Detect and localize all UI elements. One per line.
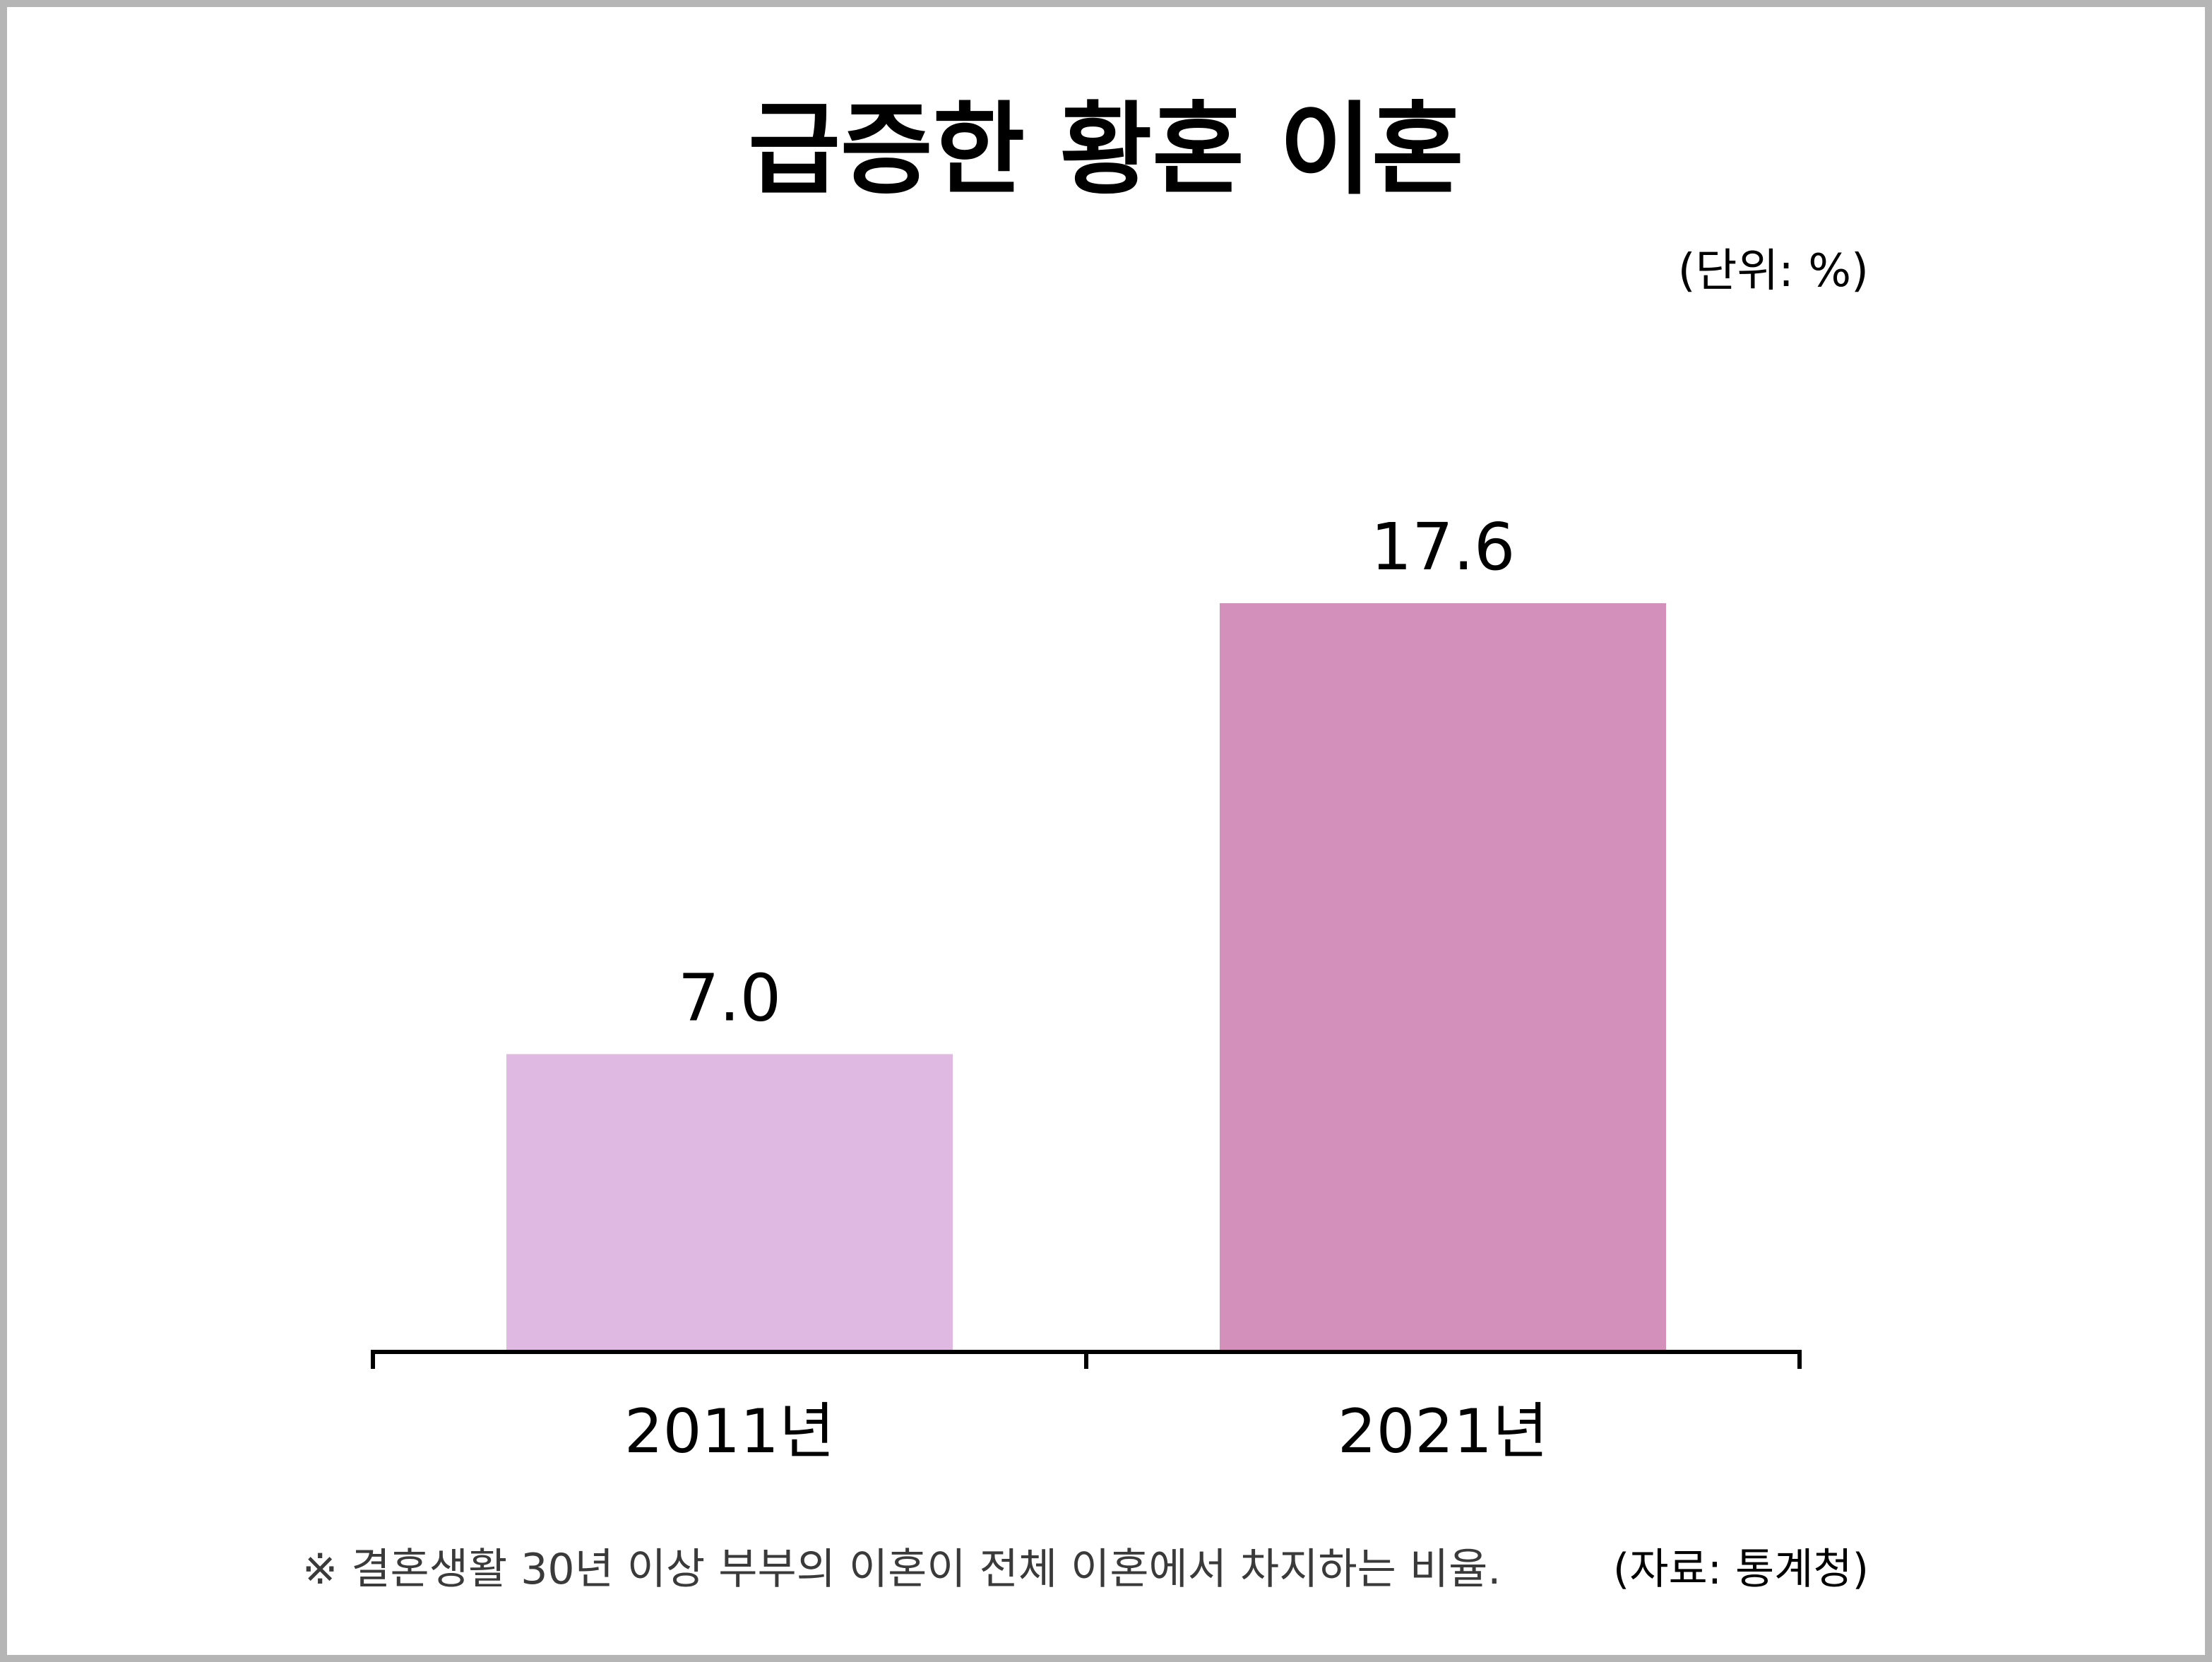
value-labels: 7.0 17.6 <box>678 509 1516 1035</box>
x-axis <box>371 1350 1802 1369</box>
x-tick-labels: 2011년 2021년 <box>624 1396 1548 1467</box>
x-tick-label-1: 2011년 <box>624 1396 835 1467</box>
x-tick-label-2: 2021년 <box>1338 1396 1548 1467</box>
bar-series <box>506 603 1666 1352</box>
bar-1 <box>506 1054 953 1352</box>
bar-2 <box>1220 603 1666 1352</box>
footnote: ※ 결혼생활 30년 이상 부부의 이혼이 전체 이혼에서 차지하는 비율. <box>302 1545 1502 1594</box>
unit-label: (단위: %) <box>1677 245 1869 297</box>
value-label-1: 7.0 <box>678 960 781 1035</box>
chart-title: 급증한 황혼 이혼 <box>748 92 1464 208</box>
value-label-2: 17.6 <box>1371 509 1516 585</box>
source-note: (자료: 통계청) <box>1612 1545 1869 1594</box>
